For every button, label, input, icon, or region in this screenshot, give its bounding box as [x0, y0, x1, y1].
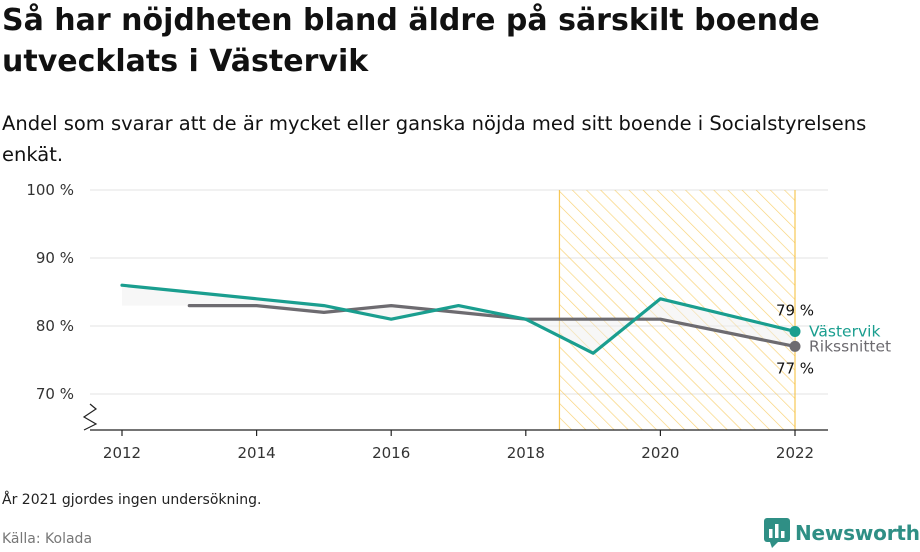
y-tick-label: 70 % — [36, 385, 74, 403]
x-axis: 2012 2014 2016 2018 2020 2022 — [82, 403, 828, 462]
chart-bubble-icon — [764, 518, 790, 548]
line-chart: 70 %80 %90 %100 % 2012 2014 2016 2018 2020 20… — [26, 181, 891, 462]
series-lines — [120, 283, 801, 355]
x-tick-label: 2022 — [776, 444, 814, 462]
chart-title: Så har nöjdheten bland äldre på särskilt… — [2, 3, 820, 79]
series-end-point — [789, 325, 801, 337]
x-tick-label: 2018 — [507, 444, 545, 462]
series-line-västervik — [120, 283, 797, 355]
axis-break-marker — [82, 403, 98, 431]
end-value-label: 79 % — [776, 301, 814, 319]
chart-subtitle: Andel som svarar att de är mycket eller … — [2, 112, 867, 166]
highlight-region — [558, 190, 796, 430]
brand-logo: Newsworthy — [764, 518, 920, 548]
highlight-hatch — [559, 190, 795, 430]
source-credit: Källa: Kolada — [2, 531, 93, 547]
y-tick-label: 90 % — [36, 249, 74, 267]
x-tick-label: 2016 — [372, 444, 410, 462]
end-value-label: 77 % — [776, 359, 814, 377]
y-tick-label: 80 % — [36, 317, 74, 335]
x-tick-label: 2020 — [641, 444, 679, 462]
series-name-label: Västervik — [809, 322, 880, 340]
series-name-label: Rikssnittet — [809, 337, 891, 355]
x-tick-label: 2014 — [238, 444, 276, 462]
x-tick-label: 2012 — [103, 444, 141, 462]
series-end-point — [789, 340, 801, 352]
footnote: År 2021 gjordes ingen undersökning. — [2, 492, 262, 508]
brand-name: Newsworthy — [795, 521, 920, 545]
y-tick-label: 100 % — [26, 181, 74, 199]
series-line-rikssnittet — [187, 304, 797, 348]
